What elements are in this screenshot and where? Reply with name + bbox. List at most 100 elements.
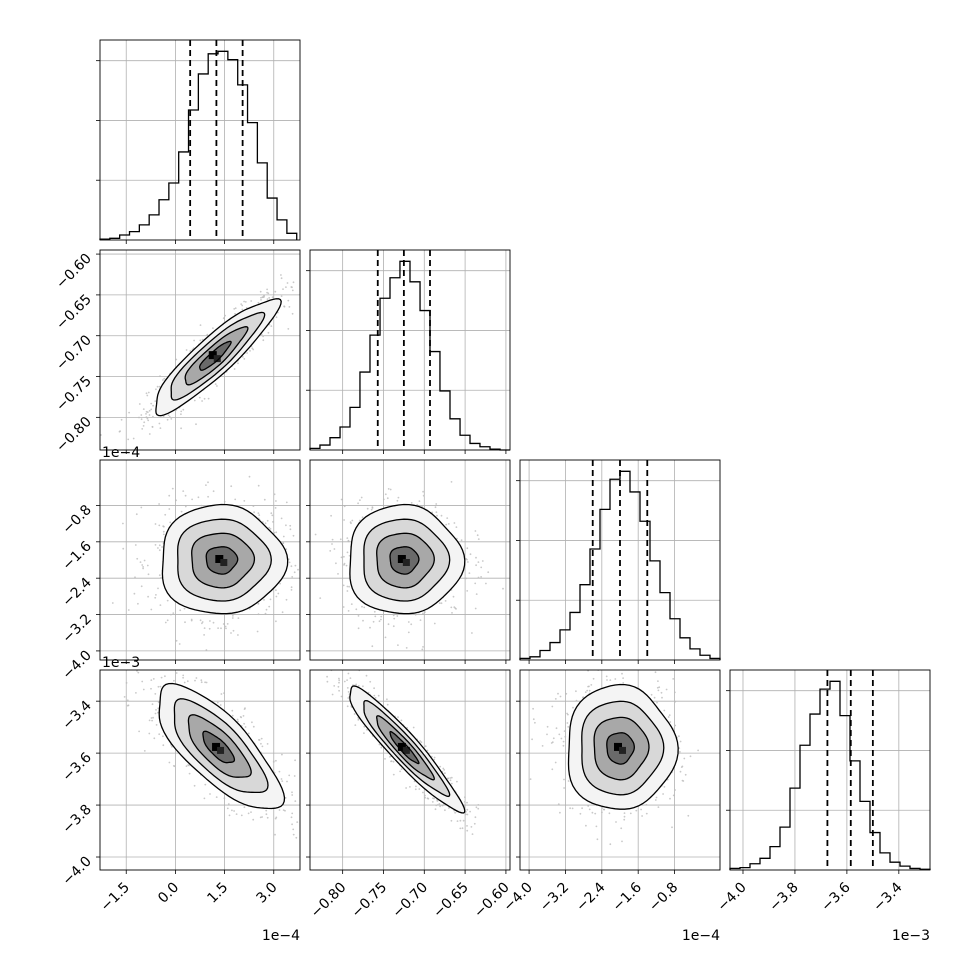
- sample-point: [208, 627, 211, 630]
- sample-point: [243, 722, 246, 725]
- sample-point: [175, 672, 178, 674]
- sample-point: [435, 511, 438, 514]
- sample-point: [278, 809, 281, 811]
- sample-point: [310, 568, 312, 570]
- sample-point: [139, 561, 142, 563]
- sample-point: [287, 328, 290, 330]
- axes-frame: [99, 669, 301, 871]
- sample-point: [645, 812, 648, 815]
- sample-point: [407, 621, 410, 623]
- sample-point: [392, 625, 395, 628]
- sample-point: [386, 703, 389, 706]
- sample-point: [257, 301, 260, 304]
- sample-point: [237, 362, 239, 365]
- sample-point: [384, 758, 386, 760]
- sample-point: [125, 682, 128, 684]
- sample-point: [150, 687, 152, 690]
- sample-point: [449, 779, 452, 782]
- sample-point: [168, 761, 171, 764]
- sample-point: [290, 816, 293, 819]
- histogram-step: [99, 50, 298, 240]
- sample-point: [155, 724, 158, 726]
- sample-point: [291, 289, 294, 292]
- sample-point: [136, 557, 139, 560]
- sample-point: [291, 823, 293, 826]
- sample-point: [159, 375, 161, 378]
- sample-point: [318, 571, 320, 573]
- sample-point: [166, 599, 169, 602]
- sample-point: [459, 819, 462, 822]
- sample-point: [200, 681, 203, 684]
- sample-point: [420, 741, 423, 744]
- sample-point: [414, 788, 417, 791]
- sample-point: [357, 615, 360, 617]
- sample-point: [288, 306, 291, 308]
- sample-point: [413, 780, 416, 783]
- sample-point: [207, 397, 210, 400]
- sample-point: [162, 735, 164, 738]
- contour-line: [199, 340, 232, 371]
- sample-point: [314, 533, 317, 536]
- sample-point: [456, 820, 459, 822]
- sample-point: [657, 680, 659, 682]
- sample-point: [251, 721, 253, 724]
- sample-point: [225, 627, 227, 630]
- sample-point: [261, 296, 264, 298]
- sample-point: [234, 307, 237, 310]
- sample-point: [466, 829, 469, 832]
- sample-point: [160, 663, 162, 665]
- sample-point: [343, 564, 345, 566]
- sample-point: [293, 775, 296, 777]
- sample-point: [220, 693, 223, 695]
- sample-point: [471, 632, 473, 634]
- sample-point: [155, 709, 157, 711]
- sample-point: [554, 761, 557, 764]
- sample-point: [424, 794, 426, 797]
- contour-line: [191, 532, 256, 589]
- sample-point: [392, 760, 395, 763]
- sample-point: [546, 725, 549, 728]
- sample-point: [433, 758, 436, 761]
- histogram-panel-3: [726, 669, 931, 874]
- sample-point: [285, 548, 288, 550]
- sample-point: [220, 627, 222, 630]
- histogram-step: [309, 260, 510, 451]
- sample-point: [343, 519, 345, 521]
- sample-point: [212, 490, 215, 493]
- sample-point: [147, 573, 150, 576]
- sample-point: [252, 505, 255, 507]
- sample-point: [421, 648, 424, 651]
- sample-point: [450, 819, 453, 822]
- sample-point: [361, 605, 363, 608]
- sample-point: [431, 511, 434, 514]
- sample-point: [357, 627, 360, 630]
- contour-line: [349, 503, 466, 615]
- sample-point: [154, 523, 157, 525]
- sample-point: [306, 525, 308, 527]
- density-peak: [217, 746, 225, 754]
- sample-point: [279, 582, 281, 585]
- sample-point: [243, 806, 246, 809]
- sample-point: [291, 794, 294, 796]
- sample-point: [155, 388, 157, 391]
- sample-point: [447, 523, 450, 525]
- sample-point: [201, 338, 204, 341]
- sample-point: [193, 339, 196, 342]
- sample-point: [146, 564, 149, 567]
- sample-point: [464, 813, 467, 816]
- sample-point: [154, 712, 157, 715]
- sample-point: [468, 572, 471, 574]
- sample-point: [303, 308, 305, 310]
- sample-point: [502, 587, 504, 590]
- sample-point: [351, 519, 354, 522]
- sample-point: [477, 576, 480, 579]
- sample-point: [257, 512, 260, 514]
- sample-point: [667, 716, 670, 718]
- sample-point: [438, 803, 441, 805]
- sample-point: [248, 475, 251, 478]
- sample-point: [266, 298, 269, 300]
- sample-point: [372, 620, 375, 623]
- sample-point: [180, 410, 183, 413]
- sample-point: [384, 636, 387, 639]
- sample-point: [168, 416, 171, 418]
